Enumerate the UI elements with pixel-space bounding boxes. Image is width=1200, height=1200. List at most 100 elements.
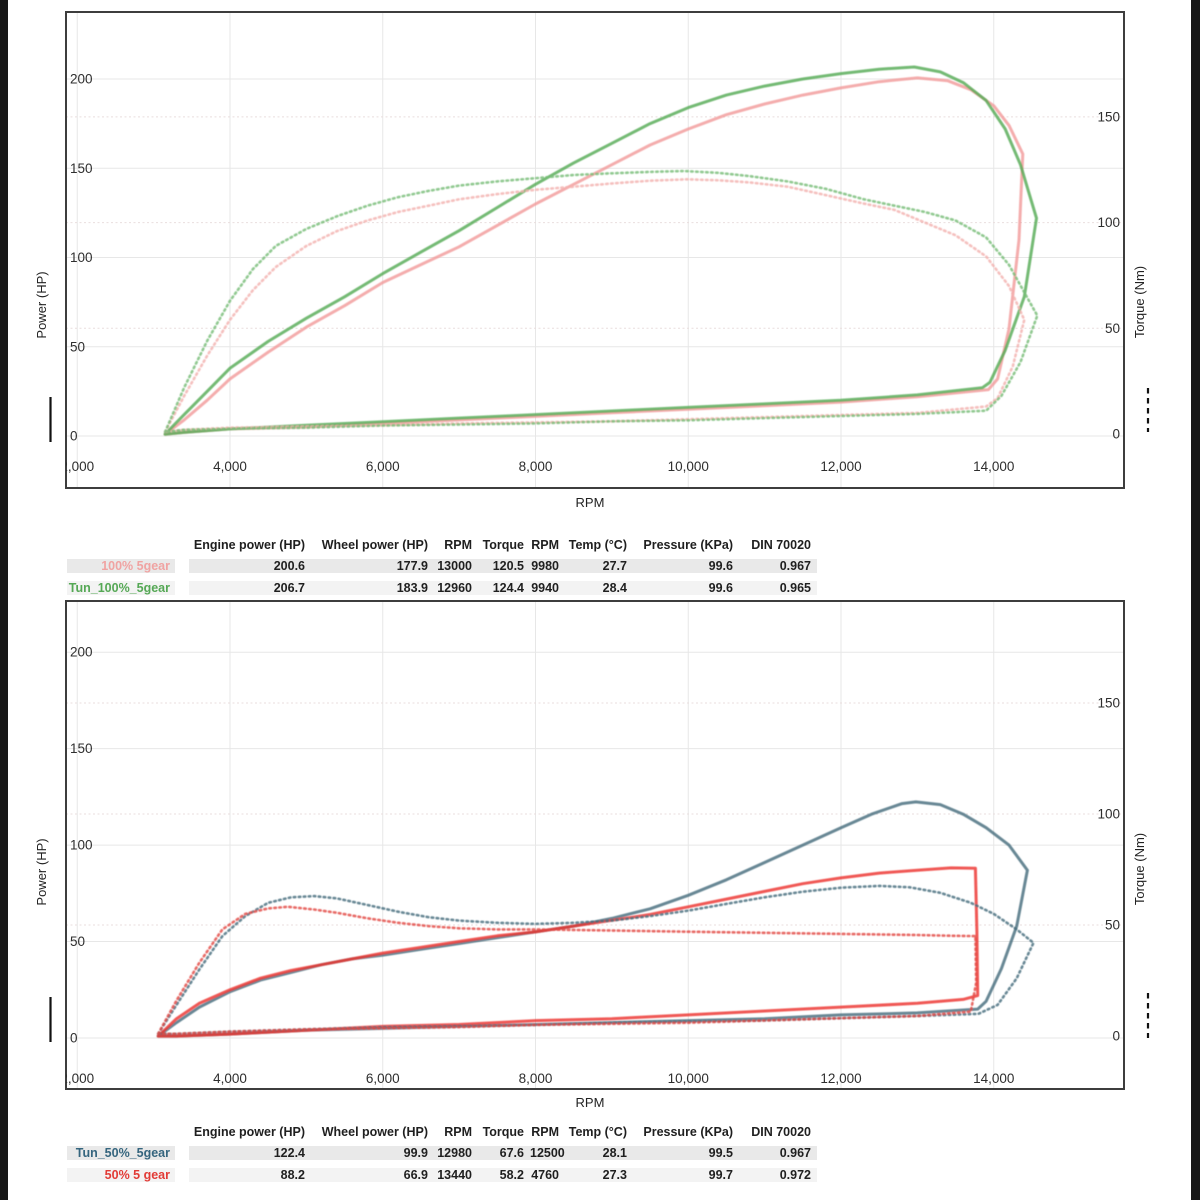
- right-axis-tick: 0: [1112, 427, 1120, 442]
- table-header-row: Engine power (HP) Wheel power (HP) RPM Torq…: [67, 1121, 817, 1142]
- table-row-label: Tun_100%_5gear: [67, 581, 175, 595]
- series-tun-50-5gear: [156, 800, 1029, 1038]
- table-cell: 58.2: [478, 1168, 530, 1182]
- x-axis-tick: 14,000: [973, 1071, 1014, 1086]
- right-axis-tick: 50: [1105, 321, 1120, 336]
- left-axis-tick: 150: [70, 161, 93, 176]
- x-axis-tick: 10,000: [668, 459, 709, 474]
- table-row: Tun_50%_5gear 122.4 99.9 12980 67.6 12500 28.1…: [67, 1142, 817, 1164]
- table-row-label: 50% 5 gear: [67, 1168, 175, 1182]
- table-cell: 120.5: [478, 559, 530, 573]
- table-cell: 67.6: [478, 1146, 530, 1160]
- right-axis-tick: 50: [1105, 918, 1120, 933]
- table-cell: 12500: [530, 1146, 565, 1160]
- x-axis-tick: 10,000: [668, 1071, 709, 1086]
- left-axis-tick: 0: [70, 429, 78, 444]
- table-row: 100% 5gear 200.6 177.9 13000 120.5 9980 27.7 99…: [67, 555, 817, 577]
- table-header-cell: RPM: [531, 537, 559, 552]
- right-axis-title: Torque (Nm): [1132, 833, 1147, 905]
- right-axis-tick: 150: [1097, 696, 1120, 711]
- table-cell: 28.1: [565, 1146, 633, 1160]
- left-axis-title: Power (HP): [34, 838, 49, 905]
- left-axis-tick: 100: [70, 250, 93, 265]
- table-cell: 0.965: [739, 581, 817, 595]
- x-axis-tick: 6,000: [366, 459, 400, 474]
- table-cell: 99.6: [633, 581, 739, 595]
- x-axis-tick: 6,000: [366, 1071, 400, 1086]
- table-cell: 99.6: [633, 559, 739, 573]
- left-axis-tick: 150: [70, 741, 93, 756]
- table-cell: 9940: [530, 581, 565, 595]
- table-cell: 183.9: [311, 581, 434, 595]
- series-group: [163, 65, 1039, 436]
- table-cell: 88.2: [189, 1168, 311, 1182]
- table-header-cell: Wheel power (HP): [321, 537, 428, 552]
- table-cell: 9980: [530, 559, 565, 573]
- dyno-result-table-1: Engine power (HP) Wheel power (HP) RPM Torq…: [67, 534, 817, 599]
- x-axis-ticks: 2,000 4,000 6,000 8,000 10,000 12,000 14,000: [60, 459, 1014, 474]
- table-header-cell: Wheel power (HP): [321, 1124, 428, 1139]
- x-axis-tick: 4,000: [213, 1071, 247, 1086]
- table-header-cell: Pressure (KPa): [643, 1124, 733, 1139]
- table-cell: 27.3: [565, 1168, 633, 1182]
- plot-border: [65, 11, 1125, 489]
- table-header-cell: DIN 70020: [751, 537, 811, 552]
- series-tun-100-5gear-torque-: [163, 169, 1039, 434]
- table-header-cell: RPM: [444, 1124, 472, 1139]
- chart-1: 0 50 100 150 200 0 50 100 150 2,000 4,000 6,000 8,00…: [34, 11, 1150, 510]
- left-axis-tick: 0: [70, 1031, 78, 1046]
- table-cell: 99.7: [633, 1168, 739, 1182]
- x-axis-tick: 8,000: [519, 459, 553, 474]
- axis-tick-labels: 0 50 100 150 200 0 50 100 150 2,000 4,000 6,000 8,00…: [60, 645, 1120, 1086]
- table-cell: 12980: [434, 1146, 478, 1160]
- x-axis-tick: 2,000: [60, 1071, 94, 1086]
- series-50-5-gear-torque-: [156, 905, 978, 1036]
- table-row: 50% 5 gear 88.2 66.9 13440 58.2 4760 27.3 99.7 0…: [67, 1164, 817, 1186]
- table-cell: 0.967: [739, 1146, 817, 1160]
- series-tun-100-5gear: [163, 65, 1038, 436]
- table-header-cell: Torque: [482, 537, 524, 552]
- right-axis-tick: 100: [1097, 215, 1120, 230]
- series-100-5gear-torque-: [163, 178, 1026, 434]
- x-axis-tick: 14,000: [973, 459, 1014, 474]
- table-header-cell: Temp (°C): [568, 537, 627, 552]
- right-edge-bar: [1191, 0, 1200, 1200]
- axis-titles: RPM Power (HP) Torque (Nm): [34, 266, 1147, 510]
- table-header-cell: RPM: [444, 537, 472, 552]
- table-header-cell: DIN 70020: [751, 1124, 811, 1139]
- table-cell: 99.5: [633, 1146, 739, 1160]
- x-axis-ticks: 2,000 4,000 6,000 8,000 10,000 12,000 14,000: [60, 1071, 1014, 1086]
- table-cell: 28.4: [565, 581, 633, 595]
- x-axis-tick: 12,000: [820, 459, 861, 474]
- table-row-label: 100% 5gear: [67, 559, 175, 573]
- left-axis-title: Power (HP): [34, 271, 49, 338]
- right-axis-title: Torque (Nm): [1132, 266, 1147, 338]
- table-cell: 122.4: [189, 1146, 311, 1160]
- table-header-cell: Torque: [482, 1124, 524, 1139]
- table-cell: 12960: [434, 581, 478, 595]
- table-cell: 13000: [434, 559, 478, 573]
- table-header-cell: Engine power (HP): [193, 537, 305, 552]
- table-cell: 177.9: [311, 559, 434, 573]
- grid: [66, 601, 1124, 1089]
- right-axis-tick: 150: [1097, 109, 1120, 124]
- x-axis-tick: 4,000: [213, 459, 247, 474]
- plot-border: [65, 600, 1125, 1090]
- table-row-label: Tun_50%_5gear: [67, 1146, 175, 1160]
- axis-tick-labels: 0 50 100 150 200 0 50 100 150 2,000 4,000 6,000 8,00…: [60, 72, 1120, 475]
- table-cell: 124.4: [478, 581, 530, 595]
- chart-2: 0 50 100 150 200 0 50 100 150 2,000 4,000 6,000 8,00…: [34, 600, 1150, 1110]
- right-axis-tick: 100: [1097, 807, 1120, 822]
- x-axis-tick: 2,000: [60, 459, 94, 474]
- left-axis-tick: 100: [70, 838, 93, 853]
- dyno-result-table-2: Engine power (HP) Wheel power (HP) RPM Torq…: [67, 1121, 817, 1186]
- x-axis-tick: 8,000: [519, 1071, 553, 1086]
- table-cell: 200.6: [189, 559, 311, 573]
- axis-titles: RPM Power (HP) Torque (Nm): [34, 833, 1147, 1110]
- table-cell: 0.967: [739, 559, 817, 573]
- x-axis-title: RPM: [576, 495, 605, 510]
- table-cell: 206.7: [189, 581, 311, 595]
- left-axis-tick: 200: [70, 645, 93, 660]
